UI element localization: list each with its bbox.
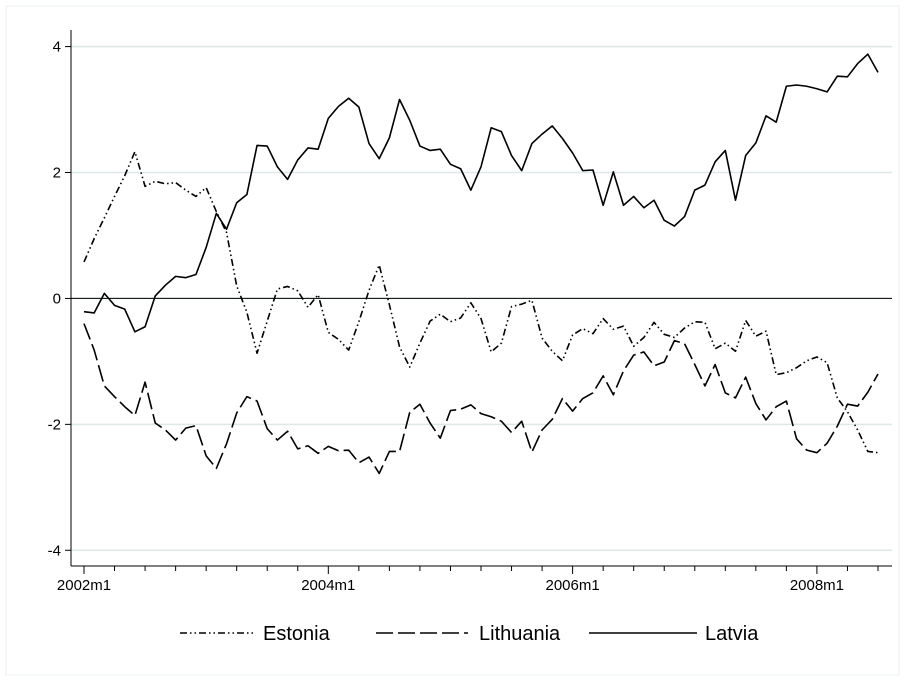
legend-label-estonia: Estonia (263, 623, 331, 645)
y-tick-label: 4 (53, 39, 61, 56)
series-line-lithuania (83, 323, 879, 475)
y-tick-label: -2 (48, 416, 61, 433)
series-line-estonia (83, 150, 879, 454)
x-tick-label: 2008m1 (790, 577, 844, 594)
y-tick-label: 2 (53, 165, 61, 182)
x-tick-label: 2004m1 (301, 577, 355, 594)
x-tick-label: 2006m1 (546, 577, 600, 594)
legend-label-lithuania: Lithuania (479, 623, 561, 645)
outer-frame (5, 5, 900, 676)
y-tick-label: 0 (53, 290, 61, 307)
legend: Estonia Lithuania Latvia (180, 623, 759, 645)
y-tick-label: -4 (48, 542, 61, 559)
axes: -4 -2 0 2 4 2002m1 2004m1 2006m1 2008m1 (48, 30, 892, 594)
legend-label-latvia: Latvia (705, 623, 759, 645)
x-tick-label: 2002m1 (57, 577, 111, 594)
series-line-latvia (83, 53, 879, 333)
series-lines (83, 53, 879, 475)
